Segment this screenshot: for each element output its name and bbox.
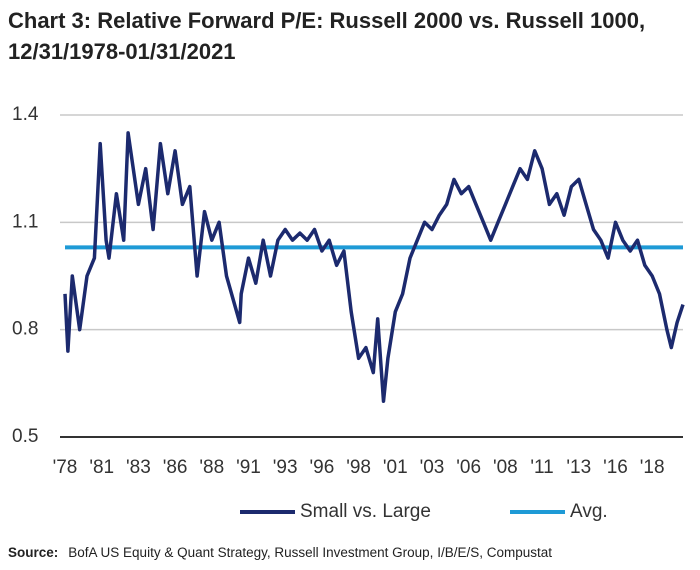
x-tick-label: '16 — [603, 457, 628, 478]
legend-label: Small vs. Large — [300, 501, 431, 522]
y-tick-label: 0.5 — [12, 426, 38, 447]
source: Source: BofA US Equity & Quant Strategy, … — [8, 545, 552, 560]
x-tick-label: '11 — [530, 457, 553, 478]
x-tick-label: '06 — [456, 457, 481, 478]
x-tick-label: '18 — [640, 457, 665, 478]
source-text: BofA US Equity & Quant Strategy, Russell… — [68, 545, 552, 560]
x-tick-label: '13 — [566, 457, 591, 478]
y-tick-label: 0.8 — [12, 319, 38, 340]
legend-label: Avg. — [570, 501, 608, 522]
chart-title: Chart 3: Relative Forward P/E: Russell 2… — [8, 8, 645, 33]
x-tick-label: '83 — [126, 457, 151, 478]
x-tick-label: '88 — [199, 457, 224, 478]
x-tick-label: '03 — [420, 457, 445, 478]
source-label: Source: — [8, 545, 58, 560]
y-tick-label: 1.4 — [12, 104, 39, 125]
y-tick-label: 1.1 — [12, 211, 38, 232]
x-tick-label: '96 — [310, 457, 335, 478]
chart-title: 12/31/1978-01/31/2021 — [8, 39, 236, 64]
x-tick-label: '08 — [493, 457, 518, 478]
series-line — [63, 131, 685, 403]
x-tick-label: '86 — [163, 457, 188, 478]
x-tick-label: '93 — [273, 457, 298, 478]
x-tick-label: '91 — [236, 457, 261, 478]
x-tick-label: '01 — [383, 457, 408, 478]
x-tick-label: '78 — [53, 457, 78, 478]
x-tick-label: '81 — [89, 457, 114, 478]
x-tick-label: '98 — [346, 457, 371, 478]
